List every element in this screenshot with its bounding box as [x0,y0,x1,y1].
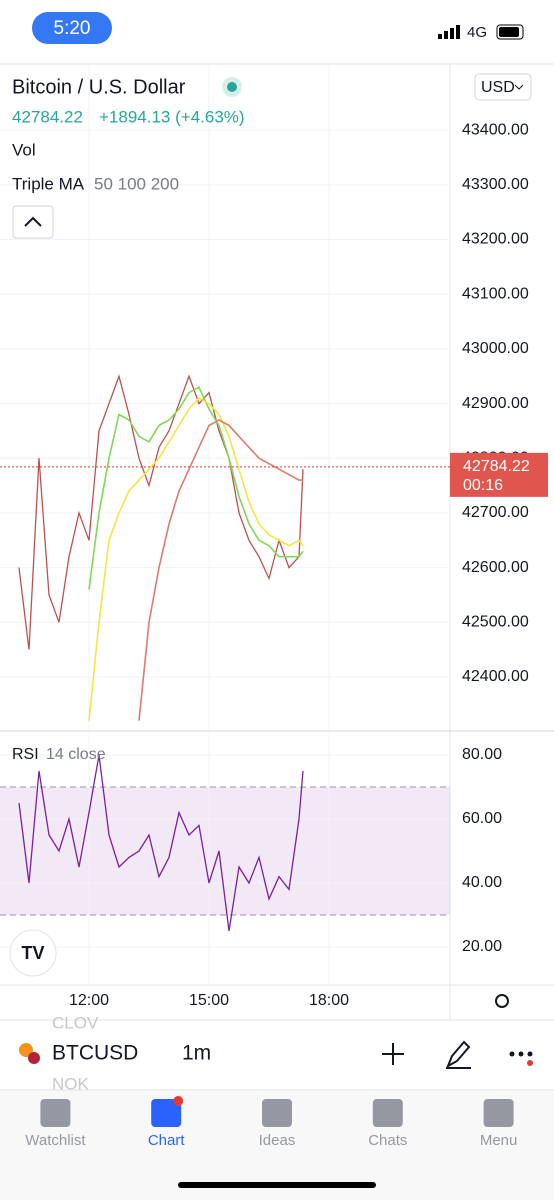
rsi-title: RSI [12,746,39,763]
tab-icon[interactable] [151,1099,182,1127]
y-tick-label: 43400.00 [462,121,529,138]
indicator: Triple MA [12,174,85,193]
tab-icon[interactable] [483,1099,514,1127]
usd-icon [28,1052,40,1064]
time-pill [32,12,112,44]
signal [438,25,460,39]
clock: 5:20 [54,18,91,39]
notification-dot [173,1096,184,1106]
y-tick-label: 60.00 [462,810,502,827]
y-tick-label: 43200.00 [462,231,529,248]
y-tick-label: 42500.00 [462,613,529,630]
interval[interactable]: 1m [182,1042,211,1065]
symbol[interactable]: BTCUSD [52,1042,138,1065]
y-tick-label: 40.00 [462,874,502,891]
indicator: Vol [12,140,36,159]
y-tick-label: 42700.00 [462,504,529,521]
faded-symbol: CLOV [52,1013,99,1032]
tab-label[interactable]: Menu [480,1132,518,1149]
countdown: 00:16 [463,477,503,494]
tab-label[interactable]: Ideas [259,1132,296,1149]
y-tick-label: 42900.00 [462,395,529,412]
tv-logo[interactable] [9,929,57,977]
caret [514,84,524,90]
indicator-params: 50 100 200 [94,174,179,193]
faded-symbol: NOK [52,1074,90,1093]
tabs: Watchlist Chart Ideas Chats Menu [25,1096,517,1149]
tab-label[interactable]: Chart [148,1132,186,1149]
series-line [18,374,304,650]
series-line [18,754,304,932]
series-line [138,419,303,721]
change: +1894.13 (+4.63%) [99,107,245,126]
y-tick-label: 43100.00 [462,285,529,302]
draw-button[interactable] [446,1040,471,1069]
btc-icon [19,1043,33,1057]
more-button[interactable] [509,1051,534,1067]
symbol-title: Bitcoin / U.S. Dollar [12,76,186,98]
series-line [88,386,304,590]
x-tick-label: 15:00 [189,992,229,1009]
last-price-label: 42784.22 [463,458,530,475]
tab-icon[interactable] [40,1099,71,1127]
x-tick-label: 12:00 [69,992,109,1009]
currency: USD [481,79,515,96]
y-tick-label: 20.00 [462,938,502,955]
battery [496,24,524,40]
network: 4G [467,24,487,41]
y-tick-label: 80.00 [462,746,502,763]
series-line [88,397,304,721]
chevron [24,216,42,227]
add-button[interactable] [382,1043,404,1065]
rsi-params: 14 close [46,746,106,763]
currency-button[interactable] [474,73,532,101]
collapse-button[interactable] [12,205,54,239]
plot: 42400.0042500.0042600.0042700.0042800.00… [0,64,548,1009]
tab-icon[interactable] [262,1099,292,1127]
settings-icon[interactable] [495,994,509,1008]
tab-label[interactable]: Watchlist [25,1132,86,1149]
x-tick-label: 18:00 [309,992,349,1009]
battery-level [499,27,519,37]
last-price-box [450,452,548,497]
tab-label[interactable]: Chats [368,1132,407,1149]
tv-logo-mark: TV [21,943,44,963]
y-tick-label: 42400.00 [462,668,529,685]
last-price: 42784.22 [12,107,83,126]
y-tick-label: 42600.00 [462,559,529,576]
y-tick-label: 43300.00 [462,176,529,193]
tab-icon[interactable] [372,1099,403,1127]
market-dot [227,82,237,92]
y-tick-label: 43000.00 [462,340,529,357]
home-indicator [178,1182,376,1188]
